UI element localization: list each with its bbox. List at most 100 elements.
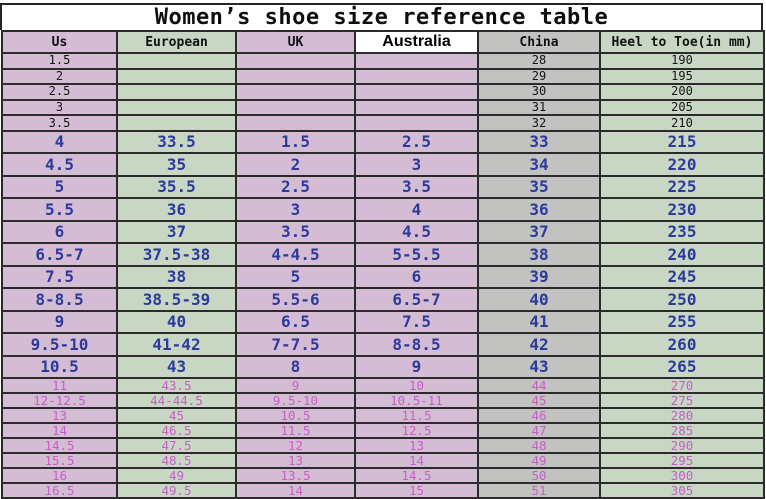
cell-uk: 3: [235, 197, 356, 222]
cell-us: 16.5: [1, 482, 118, 499]
table-row: 4 33.5 1.5 2.5 33 215: [1, 129, 765, 155]
cell-european: 38: [116, 264, 237, 290]
cell-european: [116, 114, 237, 132]
cell-uk: 1.5: [235, 129, 356, 155]
cell-uk: 14: [235, 482, 356, 499]
table-row: 9.5-10 41-42 7-7.5 8-8.5 42 260: [1, 332, 765, 357]
shoe-size-table: Us European UK Australia China Heel to T…: [1, 30, 765, 499]
cell-uk: 5: [235, 264, 356, 290]
cell-heel_to_toe: 300: [599, 467, 765, 485]
table-row: 6 37 3.5 4.5 37 235: [1, 219, 765, 245]
table-row: 2.5 30 200: [1, 83, 765, 101]
cell-australia: 4.5: [354, 219, 479, 245]
table-row: 14.5 47.5 12 13 48 290: [1, 437, 765, 455]
cell-china: 42: [477, 332, 601, 357]
cell-australia: [354, 83, 479, 101]
cell-china: 40: [477, 287, 601, 312]
cell-us: 9: [1, 309, 118, 335]
cell-us: 9.5-10: [1, 332, 118, 357]
cell-uk: 2.5: [235, 174, 356, 200]
cell-australia: 4: [354, 197, 479, 222]
cell-china: 33: [477, 129, 601, 155]
table-row: 12-12.5 44-44.5 9.5-10 10.5-11 45 275: [1, 392, 765, 410]
cell-china: 35: [477, 174, 601, 200]
cell-china: 29: [477, 67, 601, 86]
table-row: 2 29 195: [1, 67, 765, 86]
table-row: 5.5 36 3 4 36 230: [1, 197, 765, 222]
table-row: 7.5 38 5 6 39 245: [1, 264, 765, 290]
cell-uk: 4-4.5: [235, 242, 356, 267]
cell-us: 10.5: [1, 354, 118, 380]
cell-european: 37.5-38: [116, 242, 237, 267]
header-row: Us European UK Australia China Heel to T…: [1, 30, 765, 54]
table-row: 15.5 48.5 13 14 49 295: [1, 452, 765, 470]
column-header-uk: UK: [235, 30, 356, 54]
cell-heel_to_toe: 230: [599, 197, 765, 222]
table-row: 5 35.5 2.5 3.5 35 225: [1, 174, 765, 200]
cell-european: 41-42: [116, 332, 237, 357]
cell-heel_to_toe: 205: [599, 98, 765, 117]
cell-us: 13: [1, 407, 118, 425]
cell-uk: 8: [235, 354, 356, 380]
cell-us: 16: [1, 467, 118, 485]
cell-us: 14.5: [1, 437, 118, 455]
cell-us: 8-8.5: [1, 287, 118, 312]
table-row: 6.5-7 37.5-38 4-4.5 5-5.5 38 240: [1, 242, 765, 267]
cell-heel_to_toe: 235: [599, 219, 765, 245]
cell-china: 51: [477, 482, 601, 499]
cell-australia: [354, 114, 479, 132]
cell-australia: 9: [354, 354, 479, 380]
cell-european: [116, 52, 237, 70]
cell-australia: 15: [354, 482, 479, 499]
cell-australia: 13: [354, 437, 479, 455]
cell-us: 3: [1, 98, 118, 117]
cell-uk: 7-7.5: [235, 332, 356, 357]
cell-heel_to_toe: 250: [599, 287, 765, 312]
column-header-australia-selected-cell: Australia: [354, 30, 479, 54]
cell-china: 38: [477, 242, 601, 267]
table-row: 11 43.5 9 10 44 270: [1, 377, 765, 395]
table-row: 4.5 35 2 3 34 220: [1, 152, 765, 177]
cell-australia: 14: [354, 452, 479, 470]
cell-china: 41: [477, 309, 601, 335]
cell-uk: 3.5: [235, 219, 356, 245]
cell-heel_to_toe: 215: [599, 129, 765, 155]
cell-european: 37: [116, 219, 237, 245]
cell-uk: [235, 98, 356, 117]
cell-china: 44: [477, 377, 601, 395]
cell-us: 14: [1, 422, 118, 440]
cell-european: 47.5: [116, 437, 237, 455]
cell-us: 11: [1, 377, 118, 395]
cell-european: 44-44.5: [116, 392, 237, 410]
page-title: Women’s shoe size reference table: [0, 3, 763, 30]
cell-china: 46: [477, 407, 601, 425]
cell-australia: 11.5: [354, 407, 479, 425]
cell-us: 12-12.5: [1, 392, 118, 410]
cell-china: 49: [477, 452, 601, 470]
cell-us: 3.5: [1, 114, 118, 132]
cell-australia: [354, 67, 479, 86]
cell-china: 39: [477, 264, 601, 290]
cell-european: [116, 83, 237, 101]
cell-uk: 5.5-6: [235, 287, 356, 312]
cell-china: 32: [477, 114, 601, 132]
cell-australia: 7.5: [354, 309, 479, 335]
cell-australia: 5-5.5: [354, 242, 479, 267]
cell-heel_to_toe: 275: [599, 392, 765, 410]
cell-china: 30: [477, 83, 601, 101]
cell-australia: 10: [354, 377, 479, 395]
cell-heel_to_toe: 285: [599, 422, 765, 440]
cell-china: 45: [477, 392, 601, 410]
cell-heel_to_toe: 280: [599, 407, 765, 425]
cell-us: 15.5: [1, 452, 118, 470]
cell-uk: 11.5: [235, 422, 356, 440]
cell-european: 33.5: [116, 129, 237, 155]
shoe-size-reference-page: Women’s shoe size reference table Us Eur…: [0, 3, 766, 499]
cell-us: 7.5: [1, 264, 118, 290]
cell-heel_to_toe: 240: [599, 242, 765, 267]
cell-uk: [235, 114, 356, 132]
cell-european: 48.5: [116, 452, 237, 470]
column-header-china: China: [477, 30, 601, 54]
table-body: 1.5 28 190 2 29 195 2.5 30 200 3 31 205 3.5 32 210 4 33.…: [1, 52, 765, 499]
cell-uk: 9: [235, 377, 356, 395]
